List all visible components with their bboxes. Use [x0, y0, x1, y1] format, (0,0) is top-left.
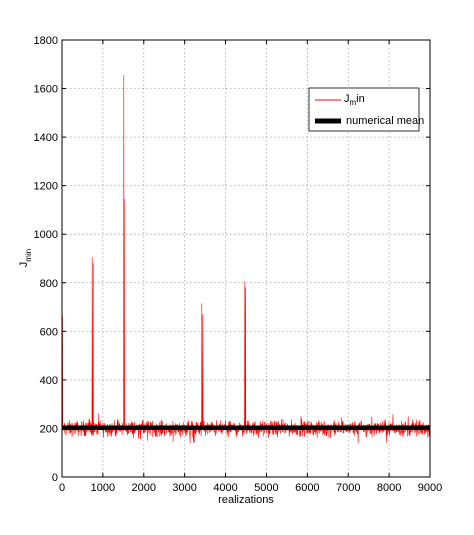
- x-tick-label: 5000: [254, 482, 278, 494]
- y-tick-label: 400: [40, 375, 58, 387]
- y-axis-label: Jmin: [18, 249, 33, 267]
- x-tick-label: 0: [59, 482, 65, 494]
- y-tick-label: 0: [52, 472, 58, 484]
- x-tick-label: 1000: [91, 482, 115, 494]
- x-tick-label: 4000: [213, 482, 237, 494]
- y-axis-label-main: J: [18, 262, 30, 268]
- x-tick-label: 2000: [132, 482, 156, 494]
- x-tick-label: 3000: [172, 482, 196, 494]
- legend-box: [308, 87, 420, 132]
- x-axis-label: realizations: [218, 494, 274, 506]
- y-axis-label-sub: min: [24, 249, 33, 262]
- x-tick-label: 9000: [418, 482, 442, 494]
- y-tick-label: 1400: [34, 132, 58, 144]
- y-tick-label: 200: [40, 423, 58, 435]
- y-tick-label: 1000: [34, 229, 58, 241]
- y-tick-label: 1200: [34, 181, 58, 193]
- y-tick-label: 1600: [34, 84, 58, 96]
- ticks: 0 1000 2000 3000 4000 5000 6000 7000 8000 9000 0 20…: [34, 35, 443, 494]
- x-tick-label: 7000: [336, 482, 360, 494]
- y-tick-label: 600: [40, 326, 58, 338]
- legend-label-mean: numerical mean: [346, 115, 424, 127]
- x-tick-label: 6000: [295, 482, 319, 494]
- legend: Jmin numerical mean: [308, 87, 424, 132]
- y-tick-label: 800: [40, 278, 58, 290]
- x-tick-label: 8000: [377, 482, 401, 494]
- plot-frame: [61, 39, 431, 478]
- legend-label-jmin: Jmin: [344, 93, 365, 107]
- y-tick-label: 1800: [34, 35, 58, 47]
